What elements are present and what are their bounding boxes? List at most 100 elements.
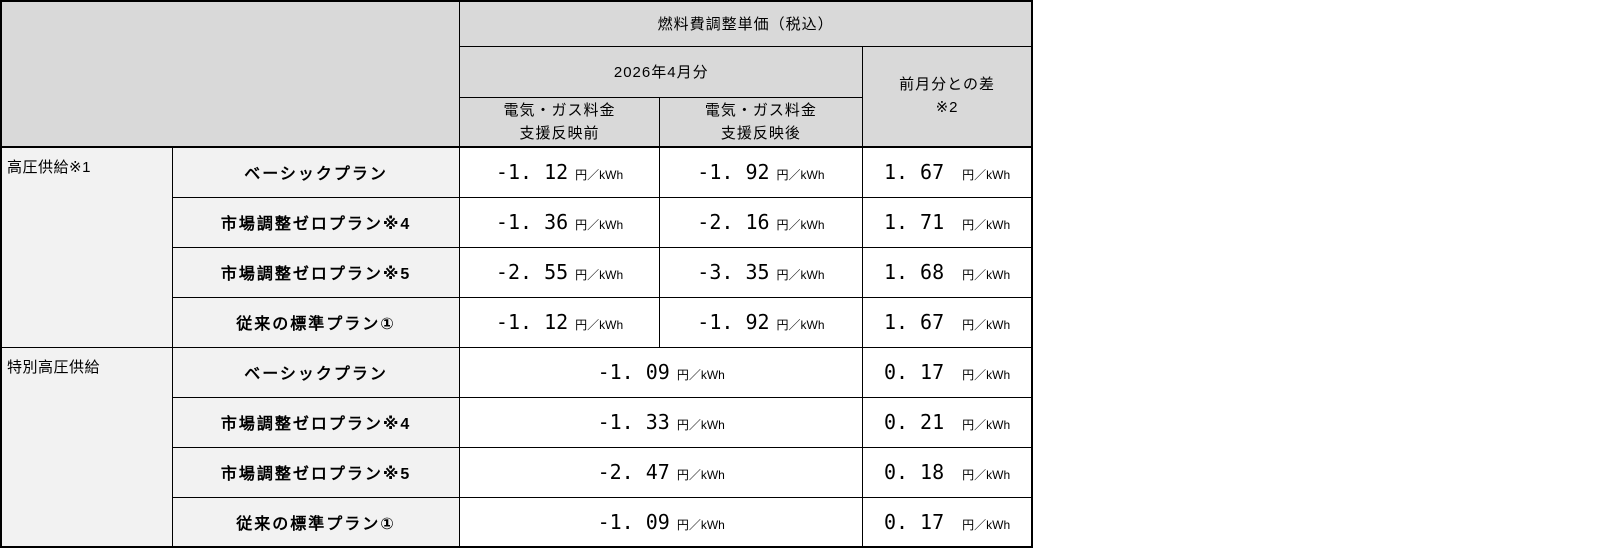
plan-label: 従来の標準プラン① (236, 316, 396, 333)
value-number: -2. 47 (597, 460, 670, 484)
value-cell-after: -2. 16 円／kWh (658, 196, 864, 248)
table-row: 特別高圧供給 ベーシックプラン -1. 09 円／kWh 0. 17 円／kWh (0, 346, 1033, 548)
value-number: 1. 67 (883, 310, 945, 334)
value-unit: 円／kWh (575, 318, 624, 332)
plan-cell: ベーシックプラン (171, 146, 461, 198)
plan-label: 市場調整ゼロプラン※4 (220, 416, 412, 433)
plan-label: 市場調整ゼロプラン※5 (220, 266, 412, 283)
value-unit: 円／kWh (962, 318, 1011, 332)
plan-cell: 市場調整ゼロプラン※4 (171, 396, 461, 448)
value-unit: 円／kWh (676, 368, 725, 382)
table-row: 従来の標準プラン① -1. 12 円／kWh -1. 92 円／kWh 1. 67 円… (1, 296, 1033, 348)
diff-header-line2: ※2 (935, 99, 959, 117)
category-cell-ehv: 特別高圧供給 (0, 346, 173, 548)
before-header-line2: 支援反映前 (519, 124, 600, 142)
category-cell-hv: 高圧供給※1 (0, 146, 173, 348)
header-corner-cell (0, 0, 461, 148)
value-number: 1. 68 (883, 260, 945, 284)
value-number: 0. 17 (883, 509, 945, 534)
value-cell-diff: 1. 71 円／kWh (862, 196, 1033, 248)
value-unit: 円／kWh (676, 418, 725, 432)
value-cell-after: -1. 92 円／kWh (658, 146, 864, 198)
value-unit: 円／kWh (962, 168, 1011, 183)
value-number: -1. 12 (495, 310, 569, 334)
value-number: -1. 12 (495, 160, 569, 185)
plan-label: 市場調整ゼロプラン※5 (220, 466, 412, 483)
value-number: 0. 21 (883, 410, 945, 434)
value-cell-before: -1. 36 円／kWh (459, 196, 660, 248)
value-cell-diff: 0. 17 円／kWh (862, 496, 1033, 548)
value-unit: 円／kWh (776, 218, 825, 232)
value-number: -1. 33 (597, 410, 670, 434)
month-label: 2026年4月分 (613, 64, 709, 81)
category-label: 特別高圧供給 (7, 358, 101, 376)
value-unit: 円／kWh (962, 368, 1011, 382)
header-after-cell: 電気・ガス料金 支援反映後 (658, 96, 864, 148)
header-month-cell: 2026年4月分 (459, 45, 864, 98)
after-header-line1: 電気・ガス料金 (704, 101, 817, 119)
plan-cell: ベーシックプラン (171, 346, 461, 398)
value-number: 1. 67 (883, 160, 945, 185)
plan-cell: 市場調整ゼロプラン※4 (171, 196, 461, 248)
plan-cell: 従来の標準プラン① (171, 496, 461, 548)
value-cell-diff: 0. 21 円／kWh (862, 396, 1033, 448)
plan-cell: 従来の標準プラン① (171, 296, 461, 348)
plan-label: ベーシックプラン (244, 366, 388, 383)
table-row: 市場調整ゼロプラン※5 -2. 55 円／kWh -3. 35 円／kWh 1. 6… (1, 246, 1033, 298)
value-cell-diff: 1. 67 円／kWh (862, 296, 1033, 348)
value-cell-merged: -2. 47 円／kWh (459, 446, 864, 498)
table-row: 高圧供給※1 ベーシックプラン -1. 12 円／kWh -1. 92 円／kWh … (0, 146, 1033, 348)
value-unit: 円／kWh (575, 168, 624, 183)
value-cell-before: -1. 12 円／kWh (459, 146, 660, 198)
value-cell-diff: 0. 18 円／kWh (862, 446, 1033, 498)
header-title-cell: 燃料費調整単価（税込） (459, 0, 1033, 47)
after-header-line2: 支援反映後 (720, 124, 801, 142)
value-number: -3. 35 (697, 260, 770, 284)
value-number: -1. 09 (597, 509, 670, 534)
value-unit: 円／kWh (776, 268, 825, 282)
value-unit: 円／kWh (962, 517, 1011, 532)
value-unit: 円／kWh (776, 318, 825, 332)
value-unit: 円／kWh (962, 468, 1011, 482)
value-unit: 円／kWh (676, 517, 725, 532)
value-number: -1. 09 (597, 360, 670, 384)
value-cell-merged: -1. 09 円／kWh (459, 346, 864, 398)
value-cell-before: -1. 12 円／kWh (459, 296, 660, 348)
value-number: 0. 18 (883, 460, 945, 484)
before-header-line1: 電気・ガス料金 (503, 101, 616, 119)
table-row: 市場調整ゼロプラン※4 -1. 36 円／kWh -2. 16 円／kWh 1. 7… (1, 196, 1033, 248)
plan-cell: 市場調整ゼロプラン※5 (171, 446, 461, 498)
table-row: 市場調整ゼロプラン※5 -2. 47 円／kWh 0. 18 円／kWh (1, 446, 1033, 498)
value-unit: 円／kWh (962, 268, 1011, 282)
header-before-cell: 電気・ガス料金 支援反映前 (459, 96, 660, 148)
value-cell-diff: 1. 67 円／kWh (862, 146, 1033, 198)
value-unit: 円／kWh (676, 468, 725, 482)
value-cell-merged: -1. 09 円／kWh (459, 496, 864, 548)
value-unit: 円／kWh (575, 218, 624, 232)
category-label: 高圧供給※1 (7, 159, 91, 176)
plan-label: ベーシックプラン (244, 166, 388, 184)
fuel-adjustment-table: 燃料費調整単価（税込） 2026年4月分 前月分との差 ※2 電気・ガス料金 支… (0, 0, 1033, 548)
value-number: 1. 71 (883, 210, 945, 234)
value-unit: 円／kWh (776, 168, 825, 183)
value-cell-merged: -1. 33 円／kWh (459, 396, 864, 448)
table-row: 従来の標準プラン① -1. 09 円／kWh 0. 17 円／kWh (1, 496, 1033, 548)
value-number: -2. 55 (495, 260, 569, 284)
table-title: 燃料費調整単価（税込） (657, 16, 834, 34)
header-diff-cell: 前月分との差 ※2 (862, 45, 1033, 148)
value-unit: 円／kWh (575, 268, 624, 282)
value-cell-diff: 0. 17 円／kWh (862, 346, 1033, 398)
value-unit: 円／kWh (962, 218, 1011, 232)
plan-label: 従来の標準プラン① (236, 515, 396, 533)
plan-label: 市場調整ゼロプラン※4 (220, 216, 412, 233)
value-cell-after: -3. 35 円／kWh (658, 246, 864, 298)
value-cell-diff: 1. 68 円／kWh (862, 246, 1033, 298)
value-unit: 円／kWh (962, 418, 1011, 432)
value-cell-before: -2. 55 円／kWh (459, 246, 660, 298)
value-number: -1. 92 (697, 310, 770, 334)
value-number: -1. 92 (697, 160, 770, 185)
value-number: -1. 36 (495, 210, 569, 234)
value-cell-after: -1. 92 円／kWh (658, 296, 864, 348)
value-number: -2. 16 (697, 210, 770, 234)
